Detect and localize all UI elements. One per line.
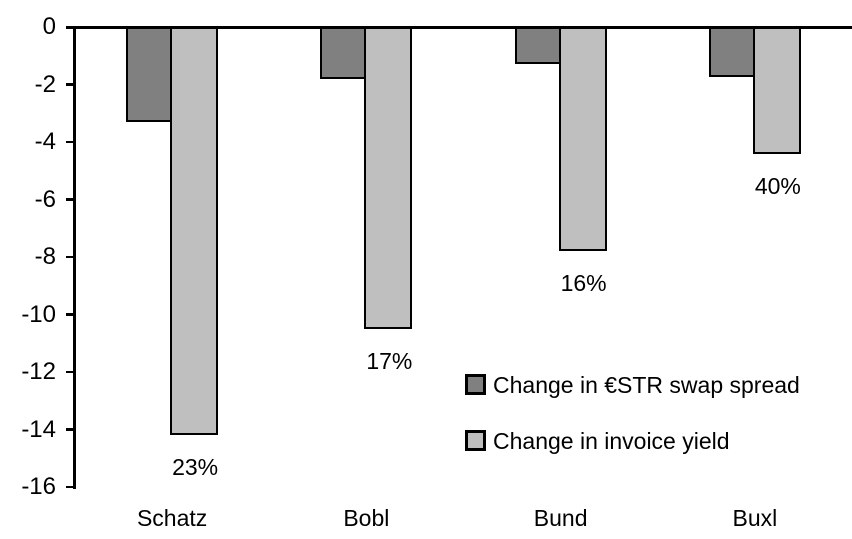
- y-axis-tick-mark: [66, 313, 75, 316]
- y-axis-line: [72, 25, 76, 489]
- y-axis-tick-mark: [66, 255, 75, 259]
- legend-label-swap-spread: Change in €STR swap spread: [493, 371, 800, 398]
- bar-value-label: 40%: [754, 172, 801, 199]
- x-axis-label: Bund: [533, 505, 588, 531]
- legend-swatch-invoice-yield-icon: [465, 430, 486, 451]
- legend-swatch-swap-spread-icon: [465, 374, 486, 395]
- bar-value-label: 23%: [172, 454, 219, 481]
- legend-item-swap-spread: Change in €STR swap spread: [465, 371, 800, 398]
- bar-value-label: 16%: [560, 270, 607, 297]
- y-axis-tick-label: -6: [34, 185, 56, 213]
- bar-swap-spread: [126, 27, 173, 122]
- y-axis-tick-label: -8: [34, 243, 56, 270]
- y-axis-tick-mark: [66, 428, 75, 431]
- bar-swap-spread: [320, 27, 367, 79]
- y-axis-tick-label: -12: [21, 358, 56, 385]
- bar-value-label: 17%: [366, 347, 413, 374]
- y-axis-tick-label: -4: [34, 128, 56, 155]
- y-axis-tick-label: 0: [42, 13, 56, 40]
- y-axis-tick-label: -14: [21, 415, 56, 443]
- y-axis-tick-mark: [66, 198, 75, 201]
- legend-item-invoice-yield: Change in invoice yield: [465, 427, 800, 454]
- bar-invoice-yield: [752, 27, 801, 154]
- x-axis-label: Buxl: [732, 505, 778, 531]
- bar-swap-spread: [514, 27, 561, 65]
- y-axis-tick-mark: [66, 83, 75, 86]
- y-axis-tick-label: -16: [21, 473, 56, 500]
- y-axis-tick-label: -10: [21, 300, 56, 328]
- x-axis-label: Schatz: [136, 505, 208, 531]
- y-axis-tick-mark: [66, 370, 75, 374]
- y-axis-tick-label: -2: [34, 70, 56, 98]
- legend: Change in €STR swap spread Change in inv…: [465, 371, 800, 486]
- bar-invoice-yield: [170, 27, 219, 436]
- y-axis-tick-mark: [66, 485, 75, 489]
- legend-label-invoice-yield: Change in invoice yield: [493, 427, 730, 454]
- zero-baseline: [66, 25, 852, 29]
- bar-invoice-yield: [364, 27, 413, 329]
- y-axis-tick-mark: [66, 140, 75, 144]
- x-axis-label: Bobl: [343, 505, 390, 531]
- bar-invoice-yield: [558, 27, 607, 252]
- bar-swap-spread: [708, 27, 755, 78]
